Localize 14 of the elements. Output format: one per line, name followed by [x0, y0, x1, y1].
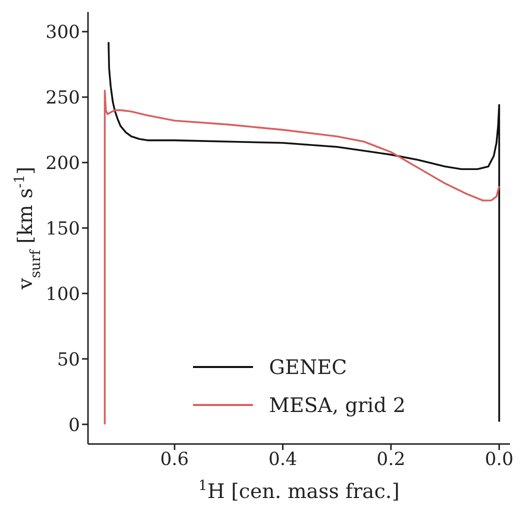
x-tick-label: 0.4: [268, 448, 298, 470]
x-tick-label: 0.0: [484, 448, 514, 470]
y-tick-label: 50: [57, 349, 80, 370]
y-tick-label: 0: [68, 414, 80, 436]
x-axis-title: $^{1}$H [cen. mass frac.]: [198, 478, 400, 503]
y-tick-label: 200: [46, 152, 80, 174]
legend-label: GENEC: [269, 355, 347, 379]
x-tick-label: 0.2: [376, 448, 406, 470]
y-tick-label: 150: [46, 218, 80, 240]
x-tick-label: 0.6: [160, 448, 189, 470]
y-tick-label: 100: [46, 284, 80, 305]
y-tick-label: 250: [46, 87, 80, 108]
legend-label: MESA, grid 2: [269, 393, 406, 417]
y-tick-label: 300: [46, 22, 80, 44]
